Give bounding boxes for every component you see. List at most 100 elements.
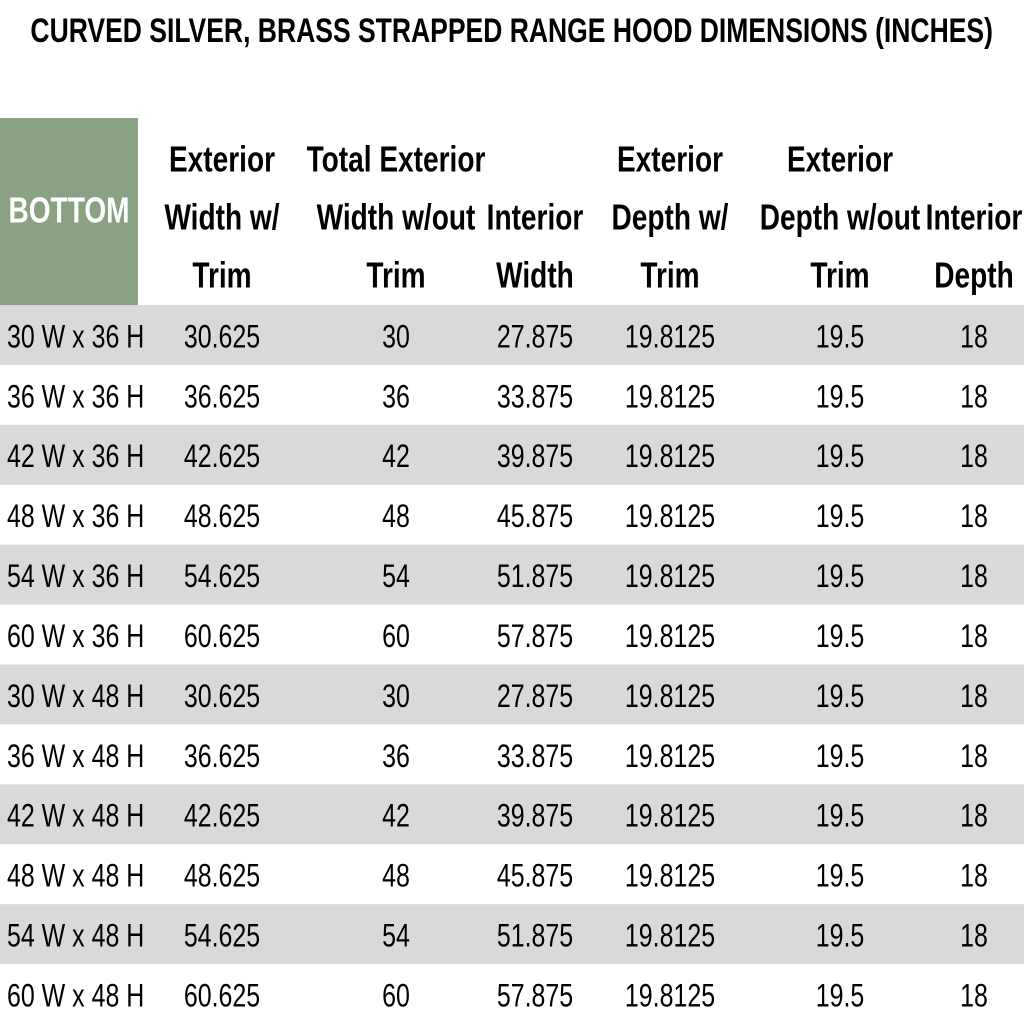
cell-value: 19.5 [816,439,865,475]
column-header: Trim [640,255,699,295]
column-header: Width w/ [164,197,279,237]
cell-value: 18 [960,679,988,715]
cell-value: 19.8125 [625,859,715,895]
cell-value: 54.625 [184,559,260,595]
row-band [0,784,1024,845]
cell-value: 18 [960,919,988,955]
cell-value: 48.625 [184,859,260,895]
cell-value: 36.625 [184,379,260,415]
column-header: Width [496,255,574,295]
cell-value: 45.875 [497,859,573,895]
cell-value: 19.5 [816,559,865,595]
cell-value: 18 [960,619,988,655]
cell-value: 54 [382,919,410,955]
cell-value: 19.8125 [625,919,715,955]
cell-value: 19.8125 [625,799,715,835]
cell-value: 19.5 [816,979,865,1015]
row-label: 42 W x 36 H [7,439,144,475]
cell-value: 42.625 [184,799,260,835]
row-label: 48 W x 48 H [7,859,144,895]
cell-value: 30 [382,679,410,715]
cell-value: 30.625 [184,320,260,356]
column-header: Interior [926,197,1023,237]
row-label: 30 W x 36 H [7,320,144,356]
row-band [0,544,1024,605]
cell-value: 51.875 [497,559,573,595]
column-header: Depth [934,255,1014,295]
cell-value: 51.875 [497,919,573,955]
cell-value: 19.8125 [625,320,715,356]
cell-value: 19.8125 [625,619,715,655]
row-label: 30 W x 48 H [7,679,144,715]
cell-value: 57.875 [497,979,573,1015]
column-header: Depth w/out [760,197,921,237]
cell-value: 18 [960,379,988,415]
cell-value: 54 [382,559,410,595]
cell-value: 36 [382,379,410,415]
row-band [0,664,1024,725]
cell-value: 48 [382,499,410,535]
column-header: Width w/out [317,197,476,237]
cell-value: 39.875 [497,799,573,835]
column-header: BOTTOM [8,190,129,230]
cell-value: 19.8125 [625,679,715,715]
cell-value: 19.5 [816,739,865,775]
column-header: Interior [487,197,584,237]
row-label: 42 W x 48 H [7,799,144,835]
cell-value: 19.8125 [625,559,715,595]
cell-value: 18 [960,979,988,1015]
cell-value: 19.5 [816,619,865,655]
cell-value: 39.875 [497,439,573,475]
cell-value: 18 [960,859,988,895]
cell-value: 57.875 [497,619,573,655]
cell-value: 48 [382,859,410,895]
cell-value: 19.8125 [625,739,715,775]
column-header: Depth w/ [612,197,729,237]
column-header: Exterior [617,139,723,179]
cell-value: 36.625 [184,739,260,775]
cell-value: 27.875 [497,320,573,356]
row-label: 36 W x 48 H [7,739,144,775]
row-label: 60 W x 36 H [7,619,144,655]
cell-value: 33.875 [497,379,573,415]
cell-value: 19.5 [816,320,865,356]
cell-value: 19.8125 [625,499,715,535]
row-band [0,424,1024,485]
cell-value: 18 [960,499,988,535]
cell-value: 27.875 [497,679,573,715]
column-header: Trim [192,255,251,295]
row-bands [0,305,1024,965]
column-header: Exterior [169,139,275,179]
cell-value: 30 [382,320,410,356]
cell-value: 18 [960,559,988,595]
cell-value: 42 [382,799,410,835]
cell-value: 42 [382,439,410,475]
cell-value: 48.625 [184,499,260,535]
text-layer: CURVED SILVER, BRASS STRAPPED RANGE HOOD… [7,12,1023,1014]
title: CURVED SILVER, BRASS STRAPPED RANGE HOOD… [30,12,993,50]
bottom-header-bg [0,118,138,305]
cell-value: 19.8125 [625,379,715,415]
cell-value: 60 [382,619,410,655]
cell-value: 60.625 [184,979,260,1015]
cell-value: 19.5 [816,799,865,835]
row-label: 60 W x 48 H [7,979,144,1015]
cell-value: 60.625 [184,619,260,655]
cell-value: 19.5 [816,379,865,415]
cell-value: 19.8125 [625,439,715,475]
row-label: 36 W x 36 H [7,379,144,415]
column-header: Total Exterior [307,139,486,179]
cell-value: 19.5 [816,679,865,715]
row-band [0,904,1024,965]
row-band [0,305,1024,365]
cell-value: 19.5 [816,859,865,895]
cell-value: 18 [960,799,988,835]
column-header: Exterior [787,139,893,179]
cell-value: 19.5 [816,499,865,535]
cell-value: 19.5 [816,919,865,955]
cell-value: 19.8125 [625,979,715,1015]
row-label: 54 W x 36 H [7,559,144,595]
cell-value: 18 [960,739,988,775]
